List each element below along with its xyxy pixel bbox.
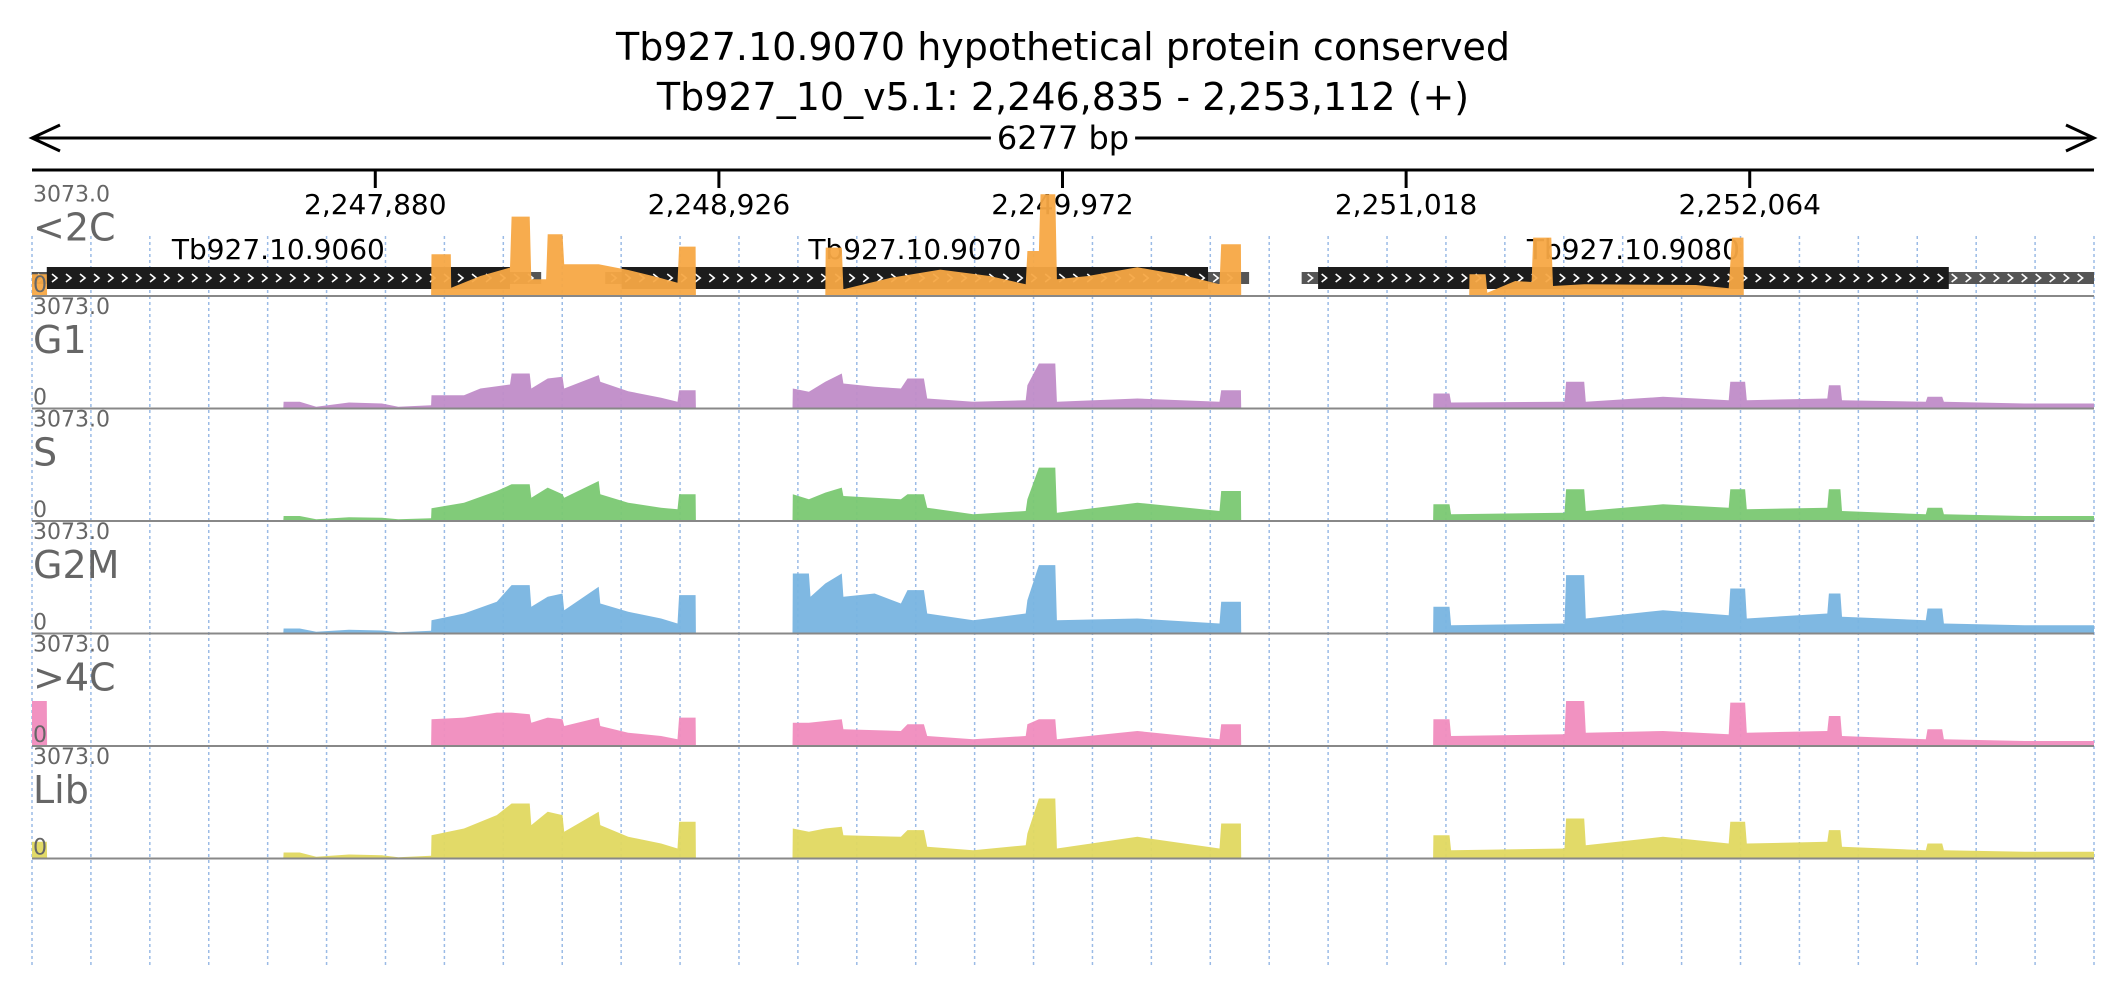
track-name-label: G2M [33,543,119,587]
track-name-label: S [33,431,57,475]
coverage-tracks: 3073.0<2C03073.0G103073.0S03073.0G2M0307… [32,183,2094,861]
track-name-label: Lib [33,768,89,812]
x-tick-label: 2,248,926 [648,188,791,221]
track-ymax-label: 3073.0 [33,633,110,658]
x-tick-label: 2,251,018 [1335,188,1478,221]
gene-name-label: Tb927.10.9070 [807,233,1021,266]
gene-name-label: Tb927.10.9060 [171,233,385,266]
x-tick-label: 2,252,064 [1678,188,1821,221]
span-arrow-left-head [28,123,61,153]
x-axis-ticks: 2,247,880 2,248,926 2,249,972 2,251,018 2,25… [304,170,1821,221]
gene-cds-bar [46,267,510,289]
track-name-label: <2C [33,206,116,250]
track-ymin-label: 0 [33,723,47,748]
coverage-area-<2C [32,194,2094,296]
track-ymin-label: 0 [33,273,47,298]
span-label-background [990,132,1136,144]
track-ymin-label: 0 [33,386,47,411]
span-arrow-right-head [2065,123,2098,153]
span-length-label: 6277 bp [997,119,1129,157]
track-ymax-label: 3073.0 [33,745,110,770]
chart-title: Tb927.10.9070 hypothetical protein conse… [615,25,1510,69]
track-ymax-label: 3073.0 [33,408,110,433]
track-ymax-label: 3073.0 [33,295,110,320]
x-tick-label: 2,247,880 [304,188,447,221]
track-name-label: G1 [33,318,87,362]
track-name-label: >4C [33,656,116,700]
track-ymin-label: 0 [33,836,47,861]
track-ymax-label: 3073.0 [33,520,110,545]
coverage-area->4C [32,701,2094,746]
coverage-area-G2M [32,565,2094,634]
track-ymin-label: 0 [33,498,47,523]
coverage-area-S [32,467,2094,521]
track-ymin-label: 0 [33,611,47,636]
gene-name-label: Tb927.10.9080 [1526,233,1740,266]
track-ymax-label: 3073.0 [33,183,110,208]
coverage-area-Lib [32,798,2094,859]
chart-subtitle: Tb927_10_v5.1: 2,246,835 - 2,253,112 (+) [656,75,1469,119]
coverage-area-G1 [32,363,2094,409]
x-tick-label: 2,249,972 [991,188,1134,221]
